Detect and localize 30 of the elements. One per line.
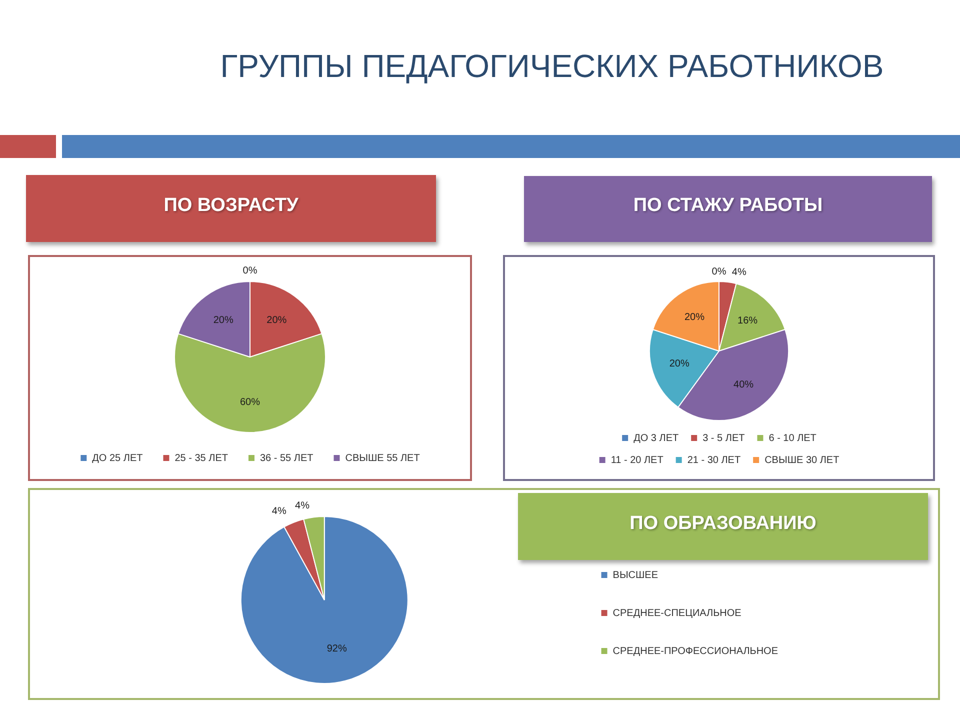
legend-label: СВЫШЕ 55 ЛЕТ xyxy=(345,452,420,464)
data-label: 4% xyxy=(295,500,310,512)
data-label: 20% xyxy=(266,315,287,326)
legend-label: 11 - 20 ЛЕТ xyxy=(610,454,664,466)
text: 0% xyxy=(712,266,726,278)
text: 0% xyxy=(242,266,258,277)
chart-title: ПО ВОЗРАСТУ xyxy=(164,194,298,218)
data-label: 92% xyxy=(326,643,347,654)
data-label: 16% xyxy=(738,315,758,326)
chart-title: ПО СТАЖУ РАБОТЫ xyxy=(633,195,823,218)
legend-label: 3 - 5 ЛЕТ xyxy=(702,432,745,444)
legend-label: ДО 3 ЛЕТ xyxy=(634,432,679,444)
data-label: 20% xyxy=(684,312,705,324)
legend-label: ВЫСШЕЕ xyxy=(612,570,658,581)
legend-label: 21 - 30 ЛЕТ xyxy=(687,454,741,466)
data-label: 20% xyxy=(213,315,234,326)
legend-label: 25 - 35 ЛЕТ xyxy=(174,452,228,464)
legend-label: 6 - 10 ЛЕТ xyxy=(768,432,816,444)
legend-label: СРЕДНЕЕ-ПРОФЕССИОНАЛЬНОЕ xyxy=(612,646,778,657)
data-label: 60% xyxy=(240,397,260,408)
text: ГРУППЫ ПЕДАГОГИЧЕСКИХ РАБОТНИКОВ xyxy=(219,47,885,86)
legend-label: ДО 25 ЛЕТ xyxy=(92,452,143,464)
legend-label: СВЫШЕ 30 ЛЕТ xyxy=(764,454,840,466)
data-label: 20% xyxy=(669,358,690,370)
data-label: 4% xyxy=(272,506,286,518)
text: ПО ОБРАЗОВАНИЮ xyxy=(630,512,816,536)
data-label: 4% xyxy=(732,267,746,278)
data-label: 40% xyxy=(734,379,754,390)
legend-label: 36 - 55 ЛЕТ xyxy=(260,452,314,464)
legend-label: СРЕДНЕЕ-СПЕЦИАЛЬНОЕ xyxy=(612,608,742,619)
